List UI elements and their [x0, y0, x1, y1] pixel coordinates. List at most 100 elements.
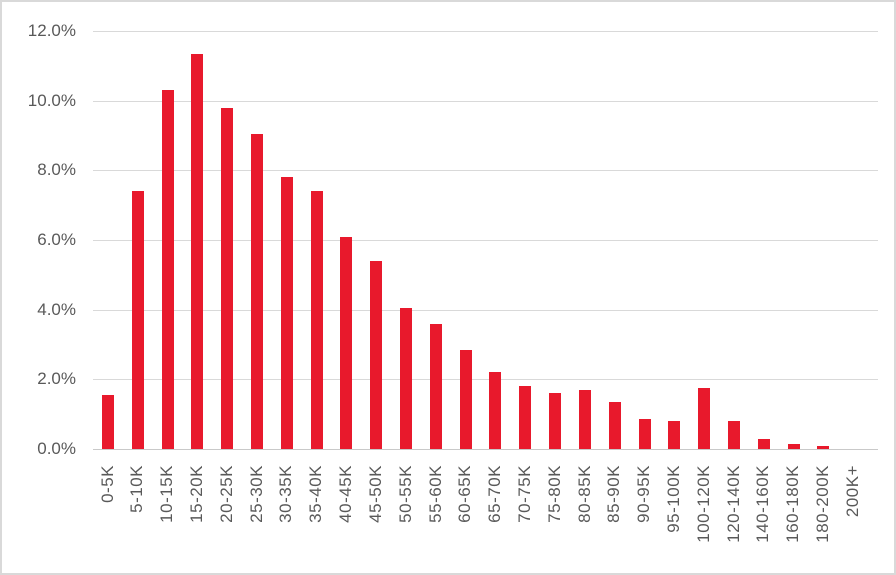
x-tick-label: 90-95K: [634, 465, 654, 523]
x-slot: 35-40K: [302, 454, 332, 523]
x-tick-label: 40-45K: [336, 465, 356, 523]
bar-slot: [272, 31, 302, 449]
x-slot: 140-160K: [749, 454, 779, 543]
gridline: [93, 379, 878, 380]
bar-55-60K: [429, 323, 442, 449]
x-slot: 60-65K: [451, 454, 481, 523]
bar-slot: [153, 31, 183, 449]
x-axis: 0-5K 5-10K 10-15K 15-20K 20-25K 25-30K 30-35K 3…: [93, 454, 868, 573]
gridline: [93, 101, 878, 102]
y-tick-label: 10.0%: [27, 91, 76, 110]
x-tick-label: 30-35K: [276, 465, 296, 523]
bar-15-20K: [191, 53, 204, 449]
x-slot: 25-30K: [242, 454, 272, 523]
bar-5-10K: [131, 191, 144, 449]
x-tick-label: 70-75K: [514, 465, 534, 523]
bar-120-140K: [727, 421, 740, 449]
bar-slot: [540, 31, 570, 449]
x-tick-label: 60-65K: [455, 465, 475, 523]
x-slot: 15-20K: [182, 454, 212, 523]
x-tick-label: 45-50K: [365, 465, 385, 523]
bar-75-80K: [549, 393, 562, 449]
bar-20-25K: [221, 107, 234, 449]
x-slot: 55-60K: [421, 454, 451, 523]
x-slot: 95-100K: [659, 454, 689, 533]
bar-100-120K: [698, 388, 711, 449]
gridline: [93, 31, 878, 32]
x-slot: 85-90K: [600, 454, 630, 523]
x-slot: 80-85K: [570, 454, 600, 523]
x-slot: 45-50K: [361, 454, 391, 523]
x-slot: 0-5K: [93, 454, 123, 503]
bar-slot: [123, 31, 153, 449]
bar-slot: [302, 31, 332, 449]
bar-slot: [779, 31, 809, 449]
bar-60-65K: [459, 349, 472, 449]
bar-40-45K: [340, 236, 353, 449]
bar-0-5K: [101, 395, 114, 449]
x-tick-label: 5-10K: [127, 465, 147, 513]
y-tick-label: 8.0%: [37, 160, 76, 179]
x-tick-label: 120-140K: [723, 465, 743, 543]
bar-slot: [182, 31, 212, 449]
bar-90-95K: [638, 419, 651, 449]
bar-slot: [838, 31, 868, 449]
gridline: [93, 240, 878, 241]
bar-slot: [630, 31, 660, 449]
bar-slot: [659, 31, 689, 449]
bar-slot: [600, 31, 630, 449]
bar-25-30K: [250, 133, 263, 449]
plot-area: [93, 31, 868, 449]
bar-slot: [510, 31, 540, 449]
y-axis: 12.0% 10.0% 8.0% 6.0% 4.0% 2.0% 0.0%: [2, 2, 76, 573]
x-tick-label: 20-25K: [216, 465, 236, 523]
bar-slot: [689, 31, 719, 449]
x-slot: 5-10K: [123, 454, 153, 513]
bar-slot: [570, 31, 600, 449]
bar-85-90K: [608, 402, 621, 449]
x-tick-label: 15-20K: [187, 465, 206, 523]
bar-80-85K: [578, 389, 591, 449]
bar-140-160K: [757, 438, 770, 449]
bar-180-200K: [817, 445, 830, 449]
x-tick-label: 200K+: [842, 465, 862, 518]
bar-slot: [93, 31, 123, 449]
y-tick-label: 6.0%: [37, 230, 76, 249]
x-slot: 160-180K: [779, 454, 809, 543]
x-slot: 10-15K: [153, 454, 183, 523]
bar-65-70K: [489, 372, 502, 449]
x-slot: 90-95K: [630, 454, 660, 523]
x-slot: 75-80K: [540, 454, 570, 523]
x-tick-label: 35-40K: [306, 465, 326, 523]
x-tick-label: 10-15K: [157, 465, 177, 523]
x-tick-label: 160-180K: [783, 465, 803, 543]
y-tick-label: 0.0%: [37, 439, 76, 458]
bar-35-40K: [310, 191, 323, 449]
x-slot: 180-200K: [809, 454, 839, 543]
bar-70-75K: [519, 386, 532, 449]
x-slot: 120-140K: [719, 454, 749, 543]
bar-slot: [242, 31, 272, 449]
y-tick-label: 4.0%: [37, 300, 76, 319]
x-tick-label: 140-160K: [753, 465, 773, 543]
bar-slot: [332, 31, 362, 449]
x-slot: 50-55K: [391, 454, 421, 523]
x-tick-label: 25-30K: [246, 465, 266, 523]
gridline: [93, 170, 878, 171]
y-tick-label: 2.0%: [37, 369, 76, 388]
x-tick-label: 80-85K: [574, 465, 594, 523]
bar-slot: [361, 31, 391, 449]
x-tick-label: 85-90K: [604, 465, 624, 523]
bar-slot: [451, 31, 481, 449]
bar-95-100K: [668, 421, 681, 449]
x-tick-label: 180-200K: [813, 465, 833, 543]
bar-10-15K: [161, 90, 174, 449]
bar-slot: [212, 31, 242, 449]
bar-slot: [421, 31, 451, 449]
x-slot: 70-75K: [510, 454, 540, 523]
y-tick-label: 12.0%: [27, 21, 76, 40]
bar-160-180K: [787, 443, 800, 449]
x-tick-label: 95-100K: [664, 465, 683, 533]
x-slot: 200K+: [838, 454, 868, 517]
